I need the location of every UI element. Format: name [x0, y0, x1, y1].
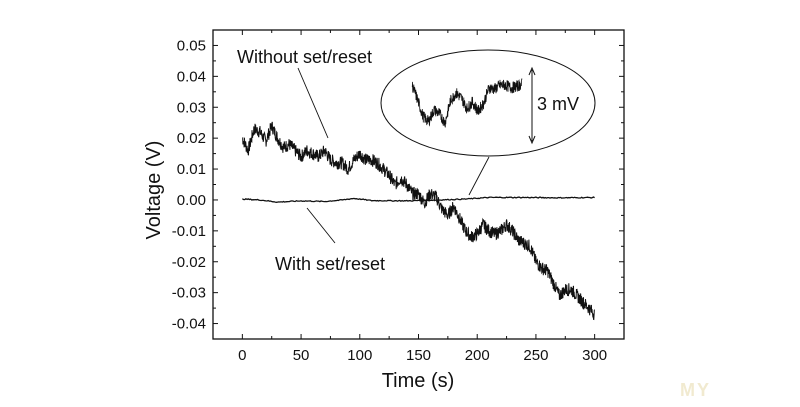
y-tick-label: -0.01	[172, 223, 206, 240]
y-tick-label: 0.00	[177, 192, 206, 209]
y-tick-label: 0.02	[177, 130, 206, 147]
axis-ticks: 0 50 100 150 200 250 300 0.05 0.04 0.03 0.02 0.01 0.…	[172, 30, 624, 364]
y-tick-label: -0.04	[172, 316, 206, 333]
x-tick-label: 50	[293, 347, 310, 364]
y-tick-label: 0.03	[177, 99, 206, 116]
x-tick-label: 150	[406, 347, 431, 364]
annotation-without: Without set/reset	[237, 47, 372, 67]
x-tick-label: 300	[582, 347, 607, 364]
y-tick-label: 0.01	[177, 161, 206, 178]
y-axis-label: Voltage (V)	[143, 141, 165, 240]
y-tick-label: -0.03	[172, 285, 206, 302]
scale-arrow-head-top	[528, 66, 536, 76]
y-tick-label: 0.05	[177, 37, 206, 54]
arrow-without	[297, 67, 329, 139]
x-tick-label: 100	[347, 347, 372, 364]
inset-trace	[411, 78, 523, 128]
x-tick-label: 200	[465, 347, 490, 364]
arrow-with	[306, 207, 336, 244]
watermark: MY	[680, 380, 711, 400]
scale-label: 3 mV	[537, 94, 579, 114]
y-tick-label: 0.04	[177, 68, 206, 85]
series-group	[242, 121, 596, 321]
inset-series-line	[411, 78, 523, 128]
series-line-with-set-reset	[242, 196, 595, 203]
inset-ellipse	[380, 49, 596, 157]
scale-arrow-head-bottom	[528, 135, 536, 145]
x-axis-label: Time (s)	[382, 370, 455, 392]
inset-pointer	[468, 156, 490, 196]
series-line-without-set-reset	[242, 121, 596, 321]
x-tick-label: 250	[523, 347, 548, 364]
y-tick-label: -0.02	[172, 254, 206, 271]
annotation-with: With set/reset	[275, 254, 385, 274]
x-tick-label: 0	[238, 347, 246, 364]
